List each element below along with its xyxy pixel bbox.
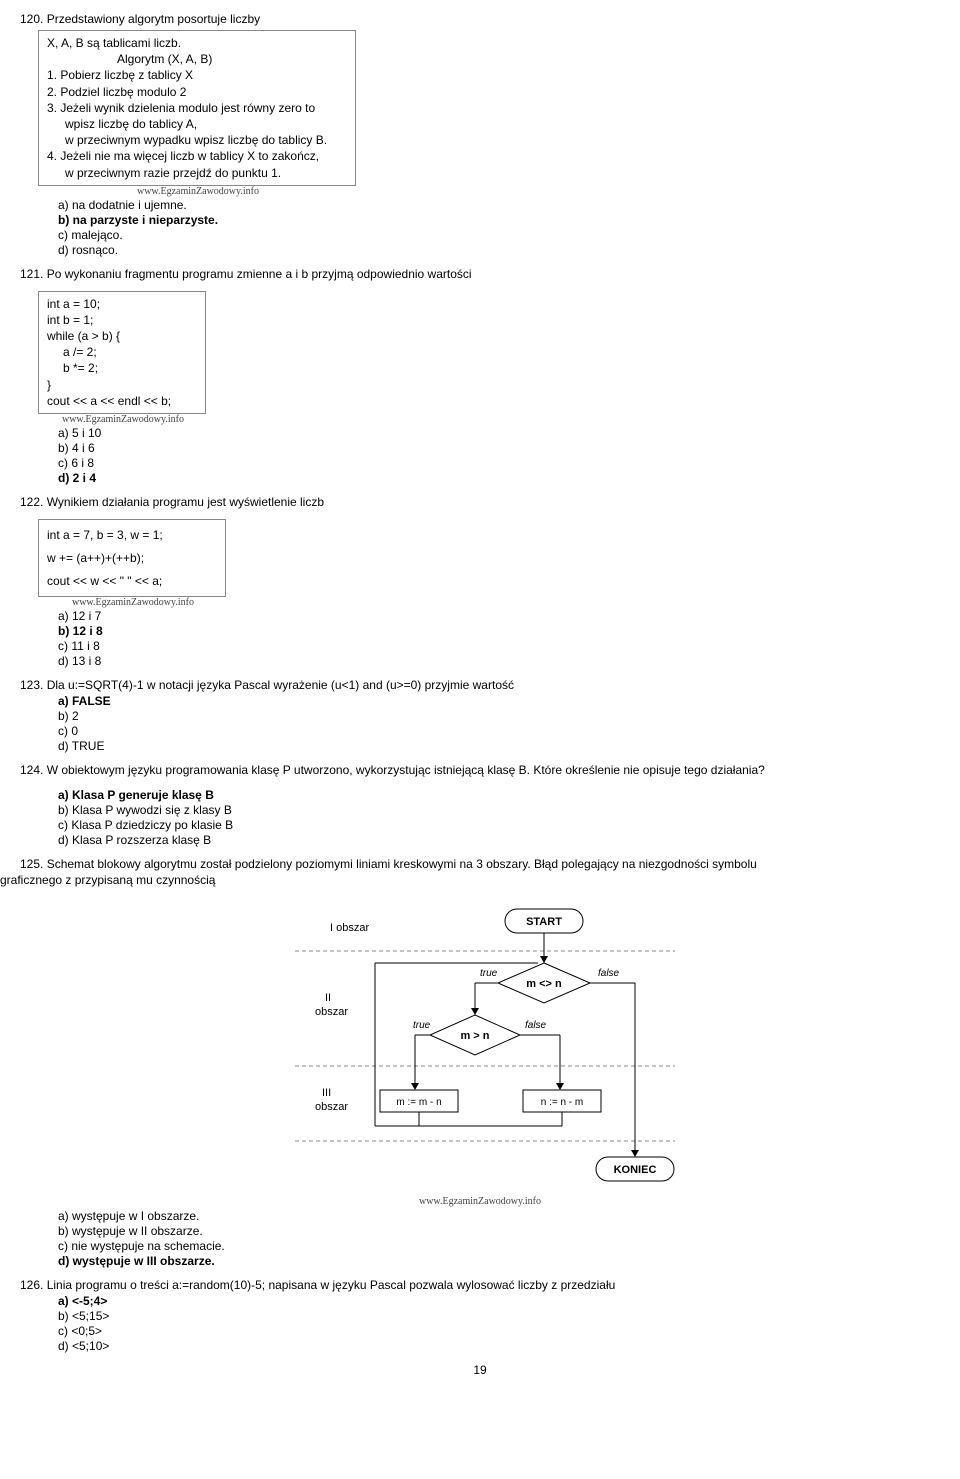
region-3-label-2: obszar xyxy=(315,1101,348,1113)
answers: a) Klasa P generuje klasę B b) Klasa P w… xyxy=(20,788,940,847)
answer-c: c) Klasa P dziedziczy po klasie B xyxy=(58,818,940,832)
watermark: www.EgzaminZawodowy.info xyxy=(20,1196,940,1207)
answer-a: a) występuje w I obszarze. xyxy=(58,1209,940,1223)
code-line: w przeciwnym razie przejdź do punktu 1. xyxy=(47,165,347,181)
region-2-label-1: II xyxy=(325,992,331,1004)
question-122: 122. Wynikiem działania programu jest wy… xyxy=(20,495,940,668)
answers: a) występuje w I obszarze. b) występuje … xyxy=(20,1209,940,1268)
question-125: 125. Schemat blokowy algorytmu został po… xyxy=(20,857,940,1268)
question-text-part2: graficznego z przypisaną mu czynnością xyxy=(0,873,940,887)
answer-b: b) Klasa P wywodzi się z klasy B xyxy=(58,803,940,817)
answer-d: d) 13 i 8 xyxy=(58,654,940,668)
answer-c: c) 11 i 8 xyxy=(58,639,940,653)
answers: a) FALSE b) 2 c) 0 d) TRUE xyxy=(20,694,940,753)
code-box: int a = 10; int b = 1; while (a > b) { a… xyxy=(38,291,206,414)
answers: a) 5 i 10 b) 4 i 6 c) 6 i 8 d) 2 i 4 xyxy=(20,426,940,485)
code-line: Algorytm (X, A, B) xyxy=(47,51,347,67)
answer-b: b) na parzyste i nieparzyste. xyxy=(58,213,940,227)
region-3-label-1: III xyxy=(322,1087,331,1099)
code-line: int a = 10; xyxy=(47,296,197,312)
question-text: 124. W obiektowym języku programowania k… xyxy=(20,763,940,777)
answer-c: c) 6 i 8 xyxy=(58,456,940,470)
answer-a: a) Klasa P generuje klasę B xyxy=(58,788,940,802)
region-2-label-2: obszar xyxy=(315,1006,348,1018)
question-text: 120. Przedstawiony algorytm posortuje li… xyxy=(20,12,940,26)
code-line: while (a > b) { xyxy=(47,328,197,344)
question-text-part1: 125. Schemat blokowy algorytmu został po… xyxy=(20,857,757,871)
answer-d: d) 2 i 4 xyxy=(58,471,940,485)
question-124: 124. W obiektowym języku programowania k… xyxy=(20,763,940,847)
code-line: 4. Jeżeli nie ma więcej liczb w tablicy … xyxy=(47,148,347,164)
flowchart-figure: I obszar II obszar III obszar START m <>… xyxy=(20,891,940,1207)
code-line: int a = 7, b = 3, w = 1; xyxy=(47,524,217,547)
true-label-1: true xyxy=(480,968,498,979)
answer-b: b) 4 i 6 xyxy=(58,441,940,455)
op2-node: n := n - m xyxy=(541,1097,584,1108)
code-line: 2. Podziel liczbę modulo 2 xyxy=(47,84,347,100)
answer-c: c) <0;5> xyxy=(58,1324,940,1338)
answer-d: d) rosnąco. xyxy=(58,243,940,257)
code-line: a /= 2; xyxy=(47,344,197,360)
question-text: 123. Dla u:=SQRT(4)-1 w notacji języka P… xyxy=(20,678,940,692)
true-label-2: true xyxy=(413,1020,431,1031)
answer-b: b) <5;15> xyxy=(58,1309,940,1323)
cond2-node: m > n xyxy=(460,1030,489,1042)
answers: a) na dodatnie i ujemne. b) na parzyste … xyxy=(20,198,940,257)
answer-a: a) 12 i 7 xyxy=(58,609,940,623)
flowchart-svg: I obszar II obszar III obszar START m <>… xyxy=(280,891,680,1191)
code-line: cout << w << " " << a; xyxy=(47,570,217,593)
answer-b: b) 12 i 8 xyxy=(58,624,940,638)
answer-d: d) TRUE xyxy=(58,739,940,753)
question-text: 122. Wynikiem działania programu jest wy… xyxy=(20,495,940,509)
page-number: 19 xyxy=(20,1363,940,1377)
question-120: 120. Przedstawiony algorytm posortuje li… xyxy=(20,12,940,257)
answer-a: a) <-5;4> xyxy=(58,1294,940,1308)
answer-c: c) 0 xyxy=(58,724,940,738)
code-line: 1. Pobierz liczbę z tablicy X xyxy=(47,67,347,83)
answer-a: a) FALSE xyxy=(58,694,940,708)
question-123: 123. Dla u:=SQRT(4)-1 w notacji języka P… xyxy=(20,678,940,753)
code-line: X, A, B są tablicami liczb. xyxy=(47,35,347,51)
code-line: b *= 2; xyxy=(47,360,197,376)
code-line: 3. Jeżeli wynik dzielenia modulo jest ró… xyxy=(47,100,347,116)
answers: a) 12 i 7 b) 12 i 8 c) 11 i 8 d) 13 i 8 xyxy=(20,609,940,668)
question-121: 121. Po wykonaniu fragmentu programu zmi… xyxy=(20,267,940,485)
cond1-node: m <> n xyxy=(526,978,562,990)
start-node: START xyxy=(526,916,562,928)
code-line: int b = 1; xyxy=(47,312,197,328)
answer-d: d) występuje w III obszarze. xyxy=(58,1254,940,1268)
region-1-label: I obszar xyxy=(330,922,369,934)
answers: a) <-5;4> b) <5;15> c) <0;5> d) <5;10> xyxy=(20,1294,940,1353)
answer-b: b) 2 xyxy=(58,709,940,723)
false-label-1: false xyxy=(598,968,620,979)
false-label-2: false xyxy=(525,1020,547,1031)
question-text: 126. Linia programu o treści a:=random(1… xyxy=(20,1278,940,1292)
watermark: www.EgzaminZawodowy.info xyxy=(38,414,208,425)
algorithm-box: X, A, B są tablicami liczb. Algorytm (X,… xyxy=(38,30,356,186)
answer-c: c) malejąco. xyxy=(58,228,940,242)
answer-a: a) na dodatnie i ujemne. xyxy=(58,198,940,212)
answer-d: d) Klasa P rozszerza klasę B xyxy=(58,833,940,847)
answer-d: d) <5;10> xyxy=(58,1339,940,1353)
code-line: w += (a++)+(++b); xyxy=(47,547,217,570)
code-line: wpisz liczbę do tablicy A, xyxy=(47,116,347,132)
answer-b: b) występuje w II obszarze. xyxy=(58,1224,940,1238)
watermark: www.EgzaminZawodowy.info xyxy=(38,186,358,197)
watermark: www.EgzaminZawodowy.info xyxy=(38,597,228,608)
question-text: 121. Po wykonaniu fragmentu programu zmi… xyxy=(20,267,940,281)
end-node: KONIEC xyxy=(614,1164,657,1176)
answer-c: c) nie występuje na schemacie. xyxy=(58,1239,940,1253)
code-line: } xyxy=(47,377,197,393)
code-line: w przeciwnym wypadku wpisz liczbę do tab… xyxy=(47,132,347,148)
code-box: int a = 7, b = 3, w = 1; w += (a++)+(++b… xyxy=(38,519,226,597)
op1-node: m := m - n xyxy=(396,1097,441,1108)
question-126: 126. Linia programu o treści a:=random(1… xyxy=(20,1278,940,1353)
code-line: cout << a << endl << b; xyxy=(47,393,197,409)
question-text: 125. Schemat blokowy algorytmu został po… xyxy=(20,857,940,871)
answer-a: a) 5 i 10 xyxy=(58,426,940,440)
